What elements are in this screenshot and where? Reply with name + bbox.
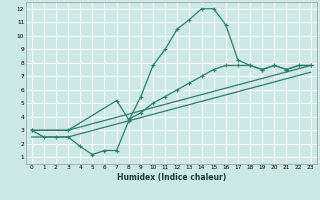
X-axis label: Humidex (Indice chaleur): Humidex (Indice chaleur) <box>116 173 226 182</box>
